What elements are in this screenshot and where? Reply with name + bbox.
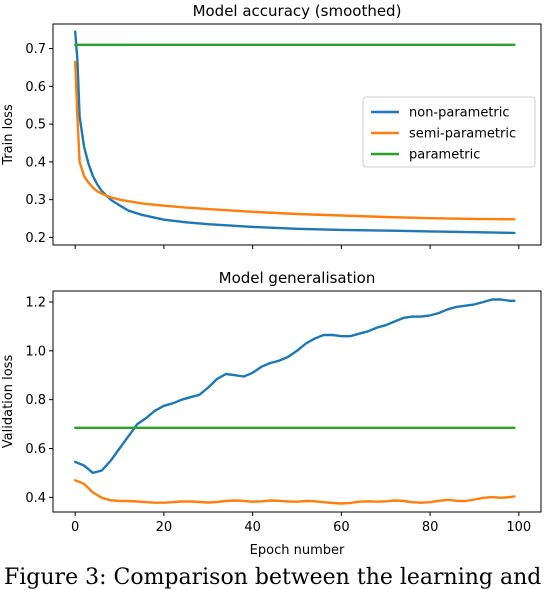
figure-caption: Figure 3: Comparison between the learnin… xyxy=(4,565,542,590)
series-line-1-2 xyxy=(73,60,516,221)
series-line-2-2 xyxy=(73,479,516,505)
series-line-2-1 xyxy=(73,298,516,475)
y-tick-label-1-3: 0.4 xyxy=(25,155,46,170)
legend-label-1: non-parametric xyxy=(409,106,510,121)
series-line-1-1 xyxy=(73,30,516,235)
y-tick-label-2-2: 0.6 xyxy=(25,442,46,457)
figure: 0.2 0.3 0.4 0.5 0.6 0.7 Model accuracy (smooth… xyxy=(1,2,542,558)
x-tick-label-2-6: 100 xyxy=(506,520,531,535)
y-tick-label-2-4: 1.0 xyxy=(25,344,46,359)
x-axis-label-2: Epoch number xyxy=(250,543,345,558)
legend-label-2: semi-parametric xyxy=(409,127,516,142)
y-axis-label-2: Validation loss xyxy=(1,355,16,449)
y-tick-label-2-5: 1.2 xyxy=(25,295,46,310)
y-tick-label-1-5: 0.6 xyxy=(25,80,46,95)
y-tick-label-1-1: 0.2 xyxy=(25,231,46,246)
x-tick-label-2-2: 20 xyxy=(156,520,173,535)
plot-frame-1 xyxy=(52,23,542,246)
x-tick-label-2-1: 0 xyxy=(71,520,79,535)
y-tick-label-1-6: 0.7 xyxy=(25,42,46,57)
y-axis-label-1: Train loss xyxy=(1,104,16,166)
legend-label-3: parametric xyxy=(409,148,480,163)
y-tick-label-1-2: 0.3 xyxy=(25,193,46,208)
x-tick-label-2-3: 40 xyxy=(244,520,261,535)
y-tick-label-1-4: 0.5 xyxy=(25,118,46,133)
x-tick-label-2-4: 60 xyxy=(333,520,350,535)
y-tick-label-2-3: 0.8 xyxy=(25,393,46,408)
x-tick-label-2-5: 80 xyxy=(422,520,439,535)
y-tick-label-2-1: 0.4 xyxy=(25,491,46,506)
chart-title-2: Model generalisation xyxy=(219,269,376,287)
plot-frame-2 xyxy=(52,290,542,513)
legend-box xyxy=(362,96,536,168)
chart-title-1: Model accuracy (smoothed) xyxy=(193,2,402,20)
